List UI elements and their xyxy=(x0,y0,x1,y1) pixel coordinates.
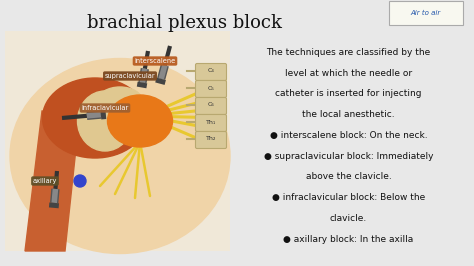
Text: brachial plexus block: brachial plexus block xyxy=(88,14,283,32)
Ellipse shape xyxy=(108,95,173,147)
Ellipse shape xyxy=(10,59,230,253)
Ellipse shape xyxy=(78,91,133,151)
Text: C₄: C₄ xyxy=(208,69,214,73)
Text: C₅: C₅ xyxy=(208,85,214,90)
Text: C₆: C₆ xyxy=(208,102,214,107)
FancyBboxPatch shape xyxy=(5,31,230,251)
Text: level at which the needle or: level at which the needle or xyxy=(285,69,412,78)
Text: The techniques are classified by the: The techniques are classified by the xyxy=(266,48,430,57)
Text: Th₁: Th₁ xyxy=(206,119,216,124)
Text: the local anesthetic.: the local anesthetic. xyxy=(302,110,395,119)
Ellipse shape xyxy=(98,87,143,115)
Text: infraclavicular: infraclavicular xyxy=(82,105,128,111)
Text: Th₂: Th₂ xyxy=(206,136,216,142)
Polygon shape xyxy=(25,111,80,251)
FancyBboxPatch shape xyxy=(195,131,227,148)
FancyBboxPatch shape xyxy=(389,1,463,25)
Text: clavicle.: clavicle. xyxy=(330,214,367,223)
Ellipse shape xyxy=(43,78,147,158)
FancyBboxPatch shape xyxy=(195,114,227,131)
Circle shape xyxy=(74,175,86,187)
FancyBboxPatch shape xyxy=(195,64,227,81)
Text: ● supraclavicular block: Immediately: ● supraclavicular block: Immediately xyxy=(264,152,433,161)
Text: ● interscalene block: On the neck.: ● interscalene block: On the neck. xyxy=(270,131,427,140)
Text: Air to air: Air to air xyxy=(411,10,441,16)
Text: interscalene: interscalene xyxy=(134,58,176,64)
Text: ● infraclavicular block: Below the: ● infraclavicular block: Below the xyxy=(272,193,425,202)
Text: axillary: axillary xyxy=(33,178,57,184)
Text: ● axillary block: In the axilla: ● axillary block: In the axilla xyxy=(283,235,413,244)
FancyBboxPatch shape xyxy=(195,98,227,114)
Text: supraclavicular: supraclavicular xyxy=(105,73,155,79)
FancyBboxPatch shape xyxy=(195,81,227,98)
Text: above the clavicle.: above the clavicle. xyxy=(306,172,391,181)
Text: catheter is inserted for injecting: catheter is inserted for injecting xyxy=(275,89,422,98)
